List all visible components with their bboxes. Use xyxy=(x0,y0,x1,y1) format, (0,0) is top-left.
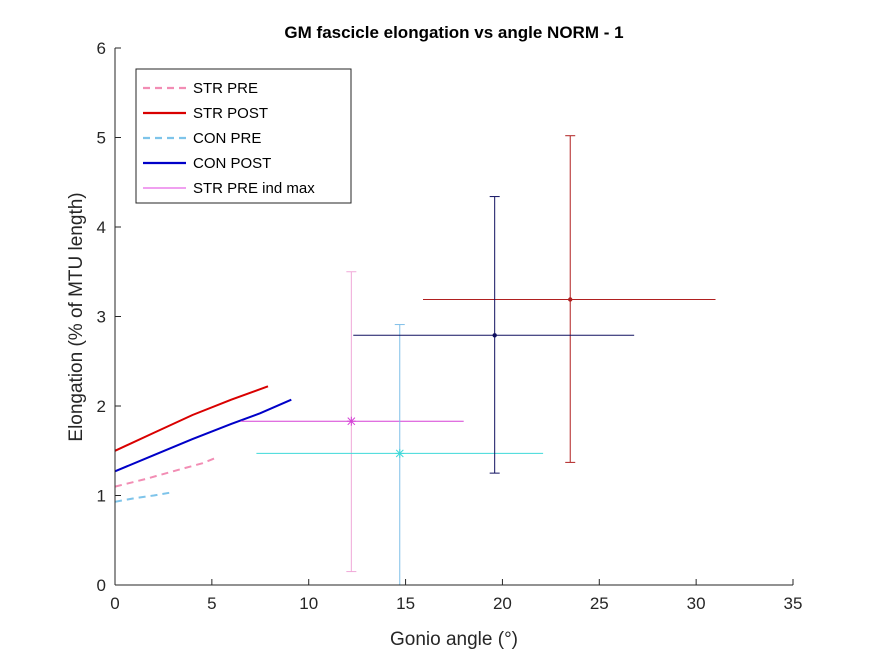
plot-area xyxy=(114,135,716,586)
x-tick-label: 5 xyxy=(207,594,216,613)
y-tick-label: 3 xyxy=(97,308,106,327)
y-tick-label: 0 xyxy=(97,576,106,595)
x-tick-label: 35 xyxy=(784,594,803,613)
series-line-1 xyxy=(114,385,269,452)
error-point-4 xyxy=(423,135,716,463)
y-tick-label: 1 xyxy=(97,487,106,506)
chart-title: GM fascicle elongation vs angle NORM - 1 xyxy=(284,23,623,42)
x-tick-label: 0 xyxy=(110,594,119,613)
y-tick-label: 6 xyxy=(97,39,106,58)
error-point-1 xyxy=(240,416,464,426)
error-point-3 xyxy=(256,448,544,458)
x-tick-label: 20 xyxy=(493,594,512,613)
legend-label: CON PRE xyxy=(193,130,261,147)
series-line-0 xyxy=(114,456,217,488)
series-line-2 xyxy=(114,491,170,503)
series-line-3 xyxy=(114,398,292,473)
y-tick-label: 2 xyxy=(97,397,106,416)
x-tick-label: 15 xyxy=(396,594,415,613)
y-axis-label: Elongation (% of MTU length) xyxy=(66,192,87,441)
legend-box xyxy=(135,68,352,204)
x-tick-label: 10 xyxy=(299,594,318,613)
point-marker xyxy=(347,417,356,426)
y-axis-ticks: 0 1 2 3 4 5 6 xyxy=(97,39,121,595)
legend: STR PRE STR POST CON PRE CON POST STR PRE in… xyxy=(135,68,352,204)
x-axis-ticks: 0 5 10 15 20 25 30 35 xyxy=(110,579,802,613)
y-tick-label: 5 xyxy=(97,129,106,148)
x-axis-label: Gonio angle (°) xyxy=(390,629,518,650)
error-point-5 xyxy=(353,196,635,474)
point-marker xyxy=(492,333,497,338)
point-marker xyxy=(395,449,404,458)
x-tick-label: 30 xyxy=(687,594,706,613)
legend-label: CON POST xyxy=(193,155,271,172)
legend-label: STR PRE xyxy=(193,80,258,97)
legend-label: STR POST xyxy=(193,105,268,122)
point-marker xyxy=(568,297,573,302)
legend-label: STR PRE ind max xyxy=(193,180,315,197)
x-tick-label: 25 xyxy=(590,594,609,613)
y-tick-label: 4 xyxy=(97,218,106,237)
